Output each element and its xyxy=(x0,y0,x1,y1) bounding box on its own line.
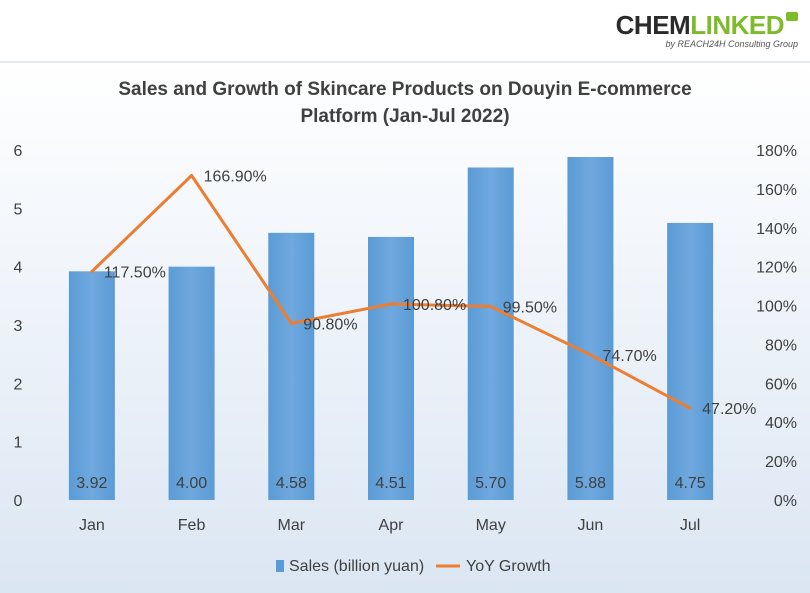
speech-bubble-icon xyxy=(786,12,798,21)
logo-part-chem: CHEM xyxy=(615,10,691,40)
right-axis-tick-label: 60% xyxy=(765,376,797,393)
yoy-growth-point-apr xyxy=(389,302,393,306)
growth-value-label-feb: 166.90% xyxy=(204,168,267,185)
legend: Sales (billion yuan) YoY Growth xyxy=(276,558,551,575)
sales-value-label-mar: 4.58 xyxy=(276,475,307,492)
sales-value-label-may: 5.70 xyxy=(475,475,506,492)
chart-title-line-2: Platform (Jan-Jul 2022) xyxy=(300,106,509,127)
left-axis-tick-label: 6 xyxy=(14,143,23,160)
growth-value-label-jan: 117.50% xyxy=(104,265,166,282)
sales-value-label-apr: 4.51 xyxy=(375,475,406,492)
x-axis-category-label: Apr xyxy=(379,517,405,534)
growth-value-label-jun: 74.70% xyxy=(602,348,656,365)
sales-value-label-feb: 4.00 xyxy=(176,475,207,492)
yoy-growth-point-jun xyxy=(588,353,592,357)
legend-bar-swatch xyxy=(276,560,284,572)
yoy-growth-point-jul xyxy=(688,406,692,410)
x-axis-category-label: Mar xyxy=(278,517,306,534)
data-labels-layer: 3.92 4.00 4.58 4.51 5.70 5.88 4.75 117.50% 166.9… xyxy=(76,168,756,492)
legend-sales-label: Sales (billion yuan) xyxy=(289,558,424,575)
right-axis-tick-label: 120% xyxy=(756,260,797,277)
right-axis-tick-label: 80% xyxy=(765,337,797,354)
logo-part-linked: LINKED xyxy=(690,10,784,40)
left-axis-tick-label: 1 xyxy=(14,435,23,452)
bars-layer xyxy=(68,157,714,501)
right-axis-tick-label: 160% xyxy=(756,182,797,199)
right-axis-tick-label: 0% xyxy=(774,493,797,510)
axes-layer: 01234560%20%40%60%80%100%120%140%160%180… xyxy=(14,143,797,534)
left-axis-tick-label: 3 xyxy=(14,318,23,335)
sales-value-label-jan: 3.92 xyxy=(76,475,107,492)
right-axis-tick-label: 40% xyxy=(765,415,797,432)
legend-growth-label: YoY Growth xyxy=(466,558,551,575)
yoy-growth-point-jan xyxy=(90,270,94,274)
sales-bar-feb xyxy=(168,266,215,500)
yoy-growth-point-may xyxy=(489,305,493,309)
chemlinked-logo: CHEMLINKED by REACH24H Consulting Group xyxy=(616,12,798,49)
sales-bar-jan xyxy=(68,271,115,500)
sales-bar-may xyxy=(467,167,514,500)
right-axis-tick-label: 100% xyxy=(756,299,797,316)
right-axis-tick-label: 20% xyxy=(765,454,797,471)
sales-bar-jun xyxy=(567,157,614,500)
x-axis-category-label: Jun xyxy=(578,517,604,534)
yoy-growth-point-feb xyxy=(190,173,194,177)
growth-value-label-may: 99.50% xyxy=(503,300,557,317)
x-axis-category-label: May xyxy=(476,517,506,534)
x-axis-category-label: Feb xyxy=(178,517,206,534)
right-axis-tick-label: 180% xyxy=(756,143,797,160)
left-axis-tick-label: 2 xyxy=(14,376,23,393)
left-axis-tick-label: 0 xyxy=(14,493,23,510)
logo-wordmark: CHEMLINKED xyxy=(616,12,798,38)
yoy-growth-point-mar xyxy=(289,321,293,325)
growth-value-label-mar: 90.80% xyxy=(303,316,357,333)
growth-value-label-apr: 100.80% xyxy=(403,297,466,314)
logo-tagline: by REACH24H Consulting Group xyxy=(665,39,798,49)
left-axis-tick-label: 4 xyxy=(14,260,23,277)
sales-bar-apr xyxy=(368,236,414,500)
growth-value-label-jul: 47.20% xyxy=(702,401,756,418)
sales-value-label-jun: 5.88 xyxy=(575,475,606,492)
x-axis-category-label: Jul xyxy=(680,517,700,534)
right-axis-tick-label: 140% xyxy=(756,221,797,238)
growth-line-layer xyxy=(90,173,692,410)
sales-bar-mar xyxy=(268,232,315,501)
sales-value-label-jul: 4.75 xyxy=(675,475,706,492)
chart-title-line-1: Sales and Growth of Skincare Products on… xyxy=(118,79,691,100)
x-axis-category-label: Jan xyxy=(79,517,105,534)
sales-bar-jul xyxy=(667,222,714,500)
left-axis-tick-label: 5 xyxy=(14,201,23,218)
